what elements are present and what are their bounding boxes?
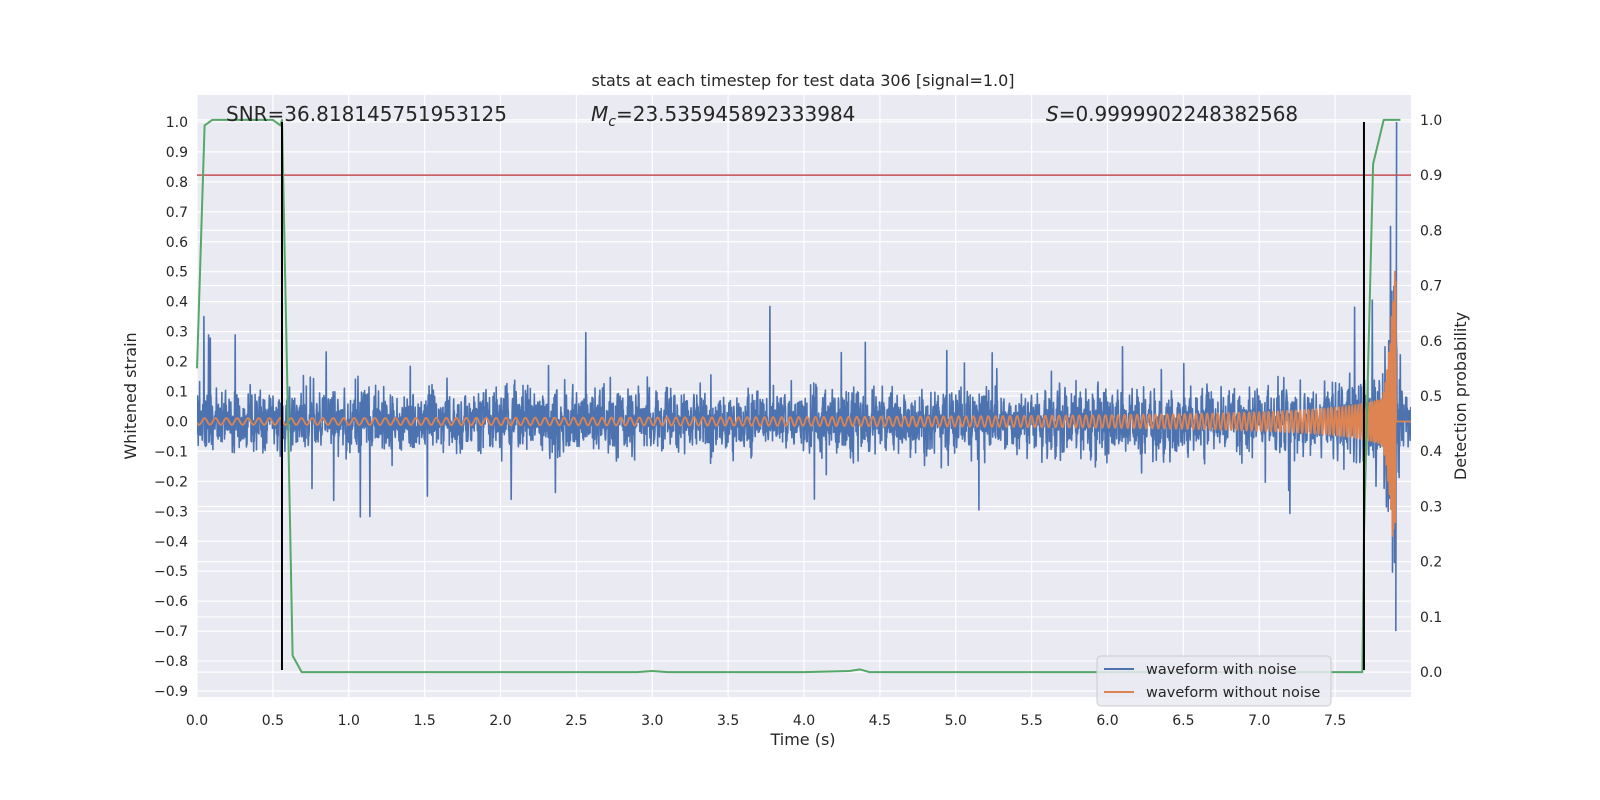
y-tick-label: 0.0 bbox=[166, 414, 188, 430]
overlay-layer bbox=[196, 118, 1411, 674]
x-tick-label: 6.0 bbox=[1096, 713, 1118, 729]
y-tick-label: −0.8 bbox=[154, 654, 188, 670]
y-tick-label: −0.6 bbox=[154, 594, 188, 610]
legend: waveform with noise waveform without noi… bbox=[1096, 655, 1332, 707]
tick-labels: 0.0 0.5 1.0 1.5 2.0 2.5 3.0 3.5 4.0 4.5 5.0 5.5 6.0 6… bbox=[154, 113, 1442, 729]
y-right-tick-label: 0.5 bbox=[1420, 389, 1442, 405]
x-tick-label: 4.5 bbox=[869, 713, 891, 729]
y-tick-label: −0.1 bbox=[154, 444, 188, 460]
y-tick-label: 0.6 bbox=[166, 235, 188, 251]
y-right-tick-label: 0.4 bbox=[1420, 444, 1442, 460]
x-tick-label: 7.5 bbox=[1324, 713, 1346, 729]
s-annotation: S=0.9999902248382568 bbox=[1046, 102, 1298, 126]
y-tick-label: 0.8 bbox=[166, 175, 188, 191]
x-tick-label: 2.5 bbox=[565, 713, 587, 729]
y-right-tick-label: 0.8 bbox=[1420, 223, 1442, 239]
y-tick-label: 0.3 bbox=[166, 325, 188, 341]
y-axis-right-label: Detection probability bbox=[1451, 312, 1470, 480]
y-right-tick-label: 0.6 bbox=[1420, 334, 1442, 350]
y-tick-label: 0.2 bbox=[166, 355, 188, 371]
y-right-tick-label: 1.0 bbox=[1420, 113, 1442, 129]
x-tick-label: 1.0 bbox=[338, 713, 360, 729]
y-right-tick-label: 0.1 bbox=[1420, 610, 1442, 626]
legend-label-clean: waveform without noise bbox=[1146, 685, 1320, 701]
y-tick-label: −0.2 bbox=[154, 474, 188, 490]
y-right-tick-label: 0.9 bbox=[1420, 168, 1442, 184]
x-tick-label: 1.5 bbox=[413, 713, 435, 729]
y-tick-label: 0.7 bbox=[166, 205, 188, 221]
chirp-mass-value: =23.535945892333984 bbox=[616, 102, 855, 126]
x-tick-label: 0.0 bbox=[186, 713, 208, 729]
y-tick-label: 0.4 bbox=[166, 295, 188, 311]
y-tick-label: −0.7 bbox=[154, 624, 188, 640]
y-tick-label: 0.1 bbox=[166, 385, 188, 401]
x-tick-label: 7.0 bbox=[1248, 713, 1270, 729]
x-tick-label: 5.5 bbox=[1020, 713, 1042, 729]
x-tick-label: 5.0 bbox=[945, 713, 967, 729]
x-tick-label: 2.0 bbox=[489, 713, 511, 729]
chirp-mass-symbol: M bbox=[591, 102, 608, 126]
y-right-tick-label: 0.7 bbox=[1420, 279, 1442, 295]
y-tick-label: 0.9 bbox=[166, 145, 188, 161]
y-tick-label: −0.9 bbox=[154, 684, 188, 700]
series-layer bbox=[197, 121, 1411, 632]
x-tick-label: 3.5 bbox=[717, 713, 739, 729]
y-axis-label: Whitened strain bbox=[121, 332, 140, 459]
s-value: =0.9999902248382568 bbox=[1059, 102, 1298, 126]
legend-box bbox=[1096, 655, 1332, 707]
y-tick-label: −0.5 bbox=[154, 564, 188, 580]
y-right-tick-label: 0.3 bbox=[1420, 499, 1442, 515]
s-symbol: S bbox=[1046, 102, 1059, 126]
waveform-without-noise-line bbox=[197, 270, 1411, 537]
y-tick-label: 1.0 bbox=[166, 115, 188, 131]
chirp-mass-subscript: c bbox=[608, 114, 616, 130]
y-right-tick-label: 0.0 bbox=[1420, 665, 1442, 681]
x-tick-label: 3.0 bbox=[641, 713, 663, 729]
y-right-tick-label: 0.2 bbox=[1420, 555, 1442, 571]
y-tick-label: −0.3 bbox=[154, 504, 188, 520]
chirp-mass-annotation: Mc=23.535945892333984 bbox=[591, 102, 855, 130]
legend-label-noise: waveform with noise bbox=[1146, 662, 1297, 678]
chart-title: stats at each timestep for test data 306… bbox=[591, 71, 1014, 90]
snr-annotation: SNR=36.818145751953125 bbox=[226, 102, 507, 126]
y-tick-label: 0.5 bbox=[166, 265, 188, 281]
x-tick-label: 4.0 bbox=[793, 713, 815, 729]
x-tick-label: 0.5 bbox=[262, 713, 284, 729]
y-tick-label: −0.4 bbox=[154, 534, 188, 550]
x-axis-label: Time (s) bbox=[769, 730, 835, 749]
x-tick-label: 6.5 bbox=[1172, 713, 1194, 729]
